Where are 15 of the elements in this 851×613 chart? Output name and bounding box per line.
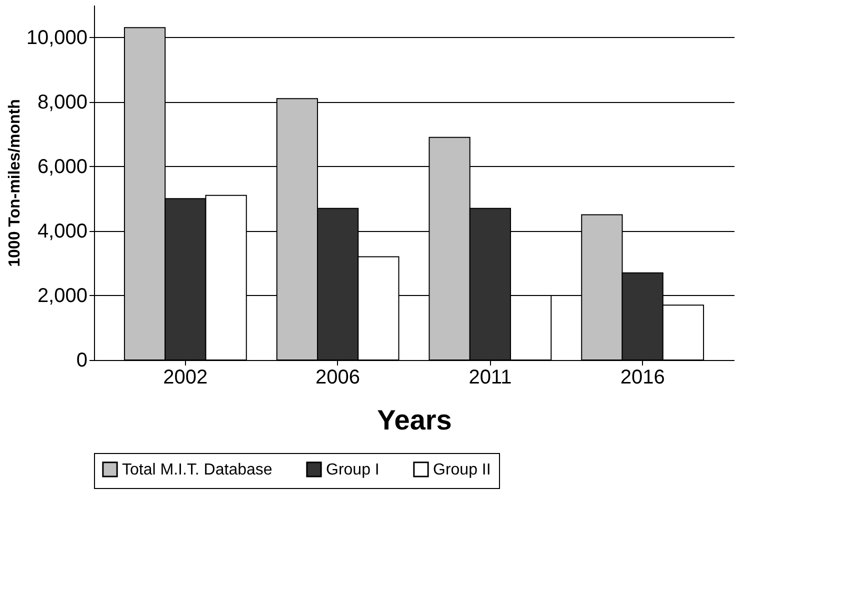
x-axis-title: Years — [377, 404, 452, 436]
x-tick-label: 2011 — [468, 366, 512, 388]
y-axis-title: 1000 Ton-miles/month — [6, 99, 24, 267]
y-tick-label: 10,000 — [26, 26, 88, 49]
y-tick-label: 8,000 — [37, 91, 88, 114]
legend-label: Group II — [433, 461, 491, 478]
y-tick-label: 4,000 — [37, 220, 88, 242]
x-tick-label: 2006 — [316, 366, 360, 388]
legend-label: Group I — [326, 461, 380, 478]
y-tick-label: 2,000 — [37, 284, 88, 307]
y-tick-label: 0 — [76, 350, 88, 372]
y-tick-label: 6,000 — [37, 156, 88, 178]
x-tick-label: 2016 — [620, 366, 665, 388]
legend-label: Total M.I.T. Database — [122, 461, 272, 478]
x-tick-label: 2002 — [163, 366, 208, 388]
